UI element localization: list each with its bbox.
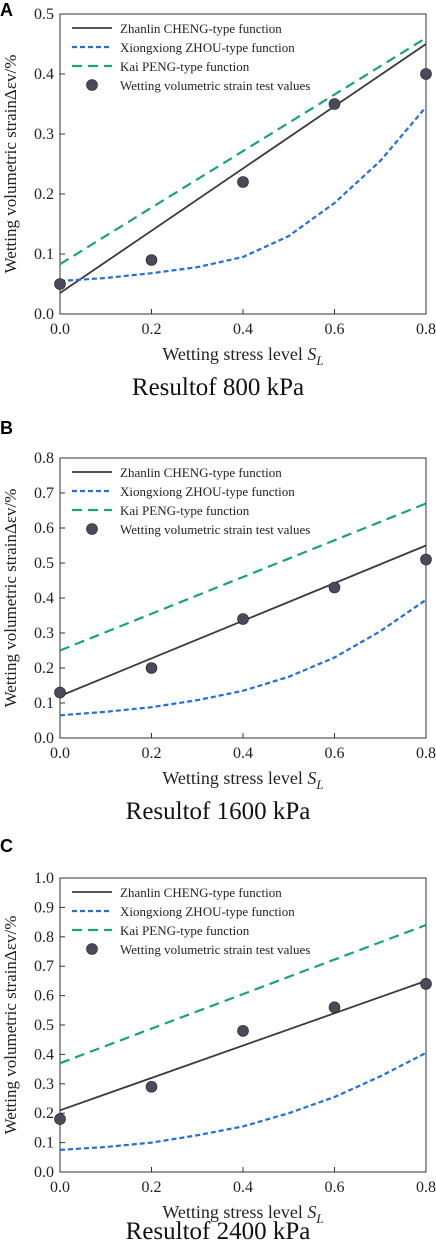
data-point xyxy=(237,1025,249,1037)
series-line xyxy=(59,598,427,717)
legend-marker xyxy=(86,523,98,535)
chart-caption: Resultof 1600 kPa xyxy=(125,798,311,825)
y-tick-label: 0.0 xyxy=(34,730,54,747)
y-tick-label: 0.1 xyxy=(34,1135,54,1152)
y-tick-label: 0.2 xyxy=(34,660,54,677)
x-axis-label: Wetting stress level SL xyxy=(162,1202,323,1226)
y-tick-label: 0.2 xyxy=(34,186,54,203)
x-tick-label: 0.2 xyxy=(142,1179,162,1196)
chart-panel-c: C 0.0 0.2 0.4 0.6 0.8 0.0 0.1 0.2 0.3 0.4 0.5 0.6 0.… xyxy=(0,836,436,1254)
line-chart-a: 0.0 0.2 0.4 0.6 0.8 0.0 0.1 0.2 0.3 0.4 0.5 Wetting… xyxy=(1,6,436,368)
y-tick-label: 0.7 xyxy=(34,485,54,502)
series-line xyxy=(59,1051,427,1151)
chart-caption: Resultof 800 kPa xyxy=(131,374,305,401)
y-tick-label: 0.8 xyxy=(34,929,54,946)
y-axis-label: Wetting volumetric strainΔεv/% xyxy=(1,916,20,1135)
chart-panel-a: A 0.0 0.2 0.4 0.6 0.8 0.0 0.1 0.2 0.3 0.4 0.5 Wetti… xyxy=(0,0,436,418)
y-tick-label: 0.5 xyxy=(34,6,54,23)
y-tick-label: 0.1 xyxy=(34,246,54,263)
legend-marker xyxy=(86,943,98,955)
x-tick-label: 0.6 xyxy=(325,321,345,338)
data-point xyxy=(145,662,158,674)
x-axis-label: Wetting stress level SL xyxy=(162,344,323,368)
data-point xyxy=(420,978,432,990)
panel-letter: B xyxy=(0,418,13,438)
series-line xyxy=(59,37,427,266)
chart-caption: Resultof 2400 kPa xyxy=(125,1218,311,1245)
panel-letter: A xyxy=(0,0,13,20)
x-tick-label: 0.0 xyxy=(50,745,70,762)
y-tick-label: 0.3 xyxy=(34,1076,54,1093)
y-tick-label: 0.4 xyxy=(34,66,54,83)
y-tick-label: 0.4 xyxy=(34,590,54,607)
series-line xyxy=(59,980,427,1112)
chart-panel-b: B 0.0 0.2 0.4 0.6 0.8 0.0 0.1 0.2 0.3 0.4 0.5 0.6 0.… xyxy=(0,418,436,836)
data-point xyxy=(420,553,432,566)
y-tick-label: 0.6 xyxy=(34,988,54,1005)
y-tick-label: 0.8 xyxy=(34,450,54,467)
series-line xyxy=(59,43,427,294)
x-tick-label: 0.0 xyxy=(50,321,70,338)
legend-label: Xiongxiong ZHOU-type function xyxy=(120,484,295,499)
legend-marker xyxy=(86,79,98,91)
y-tick-label: 0.2 xyxy=(34,1105,54,1122)
data-point xyxy=(54,1113,66,1125)
y-tick-label: 0.1 xyxy=(34,695,54,712)
x-tick-label: 0.4 xyxy=(233,321,253,338)
x-axis-label: Wetting stress level SL xyxy=(162,768,323,792)
legend-label: Zhanlin CHENG-type function xyxy=(120,885,282,900)
legend-label: Zhanlin CHENG-type function xyxy=(120,21,282,36)
x-tick-label: 0.8 xyxy=(416,745,436,762)
panel-letter: C xyxy=(0,836,13,856)
series-line xyxy=(59,106,427,283)
x-tick-label: 0.4 xyxy=(233,745,253,762)
y-tick-label: 1.0 xyxy=(34,870,54,887)
data-point xyxy=(145,1080,158,1093)
x-tick-label: 0.8 xyxy=(416,1179,436,1196)
x-tick-label: 0.2 xyxy=(142,745,162,762)
data-point xyxy=(328,98,341,110)
x-tick-label: 0.6 xyxy=(325,745,345,762)
y-tick-label: 0.7 xyxy=(34,958,54,975)
data-point xyxy=(54,686,66,699)
y-tick-label: 0.0 xyxy=(34,1164,54,1181)
legend-label: Xiongxiong ZHOU-type function xyxy=(120,904,295,919)
data-point xyxy=(145,254,158,266)
data-point xyxy=(54,278,66,290)
y-axis-label: Wetting volumetric strainΔεv/% xyxy=(1,55,20,274)
x-tick-label: 0.2 xyxy=(142,321,162,338)
x-tick-label: 0.8 xyxy=(416,321,436,338)
legend-label: Wetting volumetric strain test values xyxy=(120,78,310,93)
y-tick-label: 0.0 xyxy=(34,306,54,323)
y-tick-label: 0.3 xyxy=(34,126,54,143)
y-axis-label: Wetting volumetric strainΔεv/% xyxy=(1,489,20,708)
x-tick-label: 0.6 xyxy=(325,1179,345,1196)
y-tick-label: 0.3 xyxy=(34,625,54,642)
legend-label: Wetting volumetric strain test values xyxy=(120,942,310,957)
y-tick-label: 0.9 xyxy=(34,899,54,916)
y-tick-label: 0.4 xyxy=(34,1046,54,1063)
plot-frame xyxy=(59,457,427,739)
line-chart-c: 0.0 0.2 0.4 0.6 0.8 0.0 0.1 0.2 0.3 0.4 0.5 0.6 0.7 0… xyxy=(1,870,436,1226)
x-tick-label: 0.4 xyxy=(233,1179,253,1196)
data-point xyxy=(328,581,341,594)
y-tick-label: 0.6 xyxy=(34,520,54,537)
legend-label: Zhanlin CHENG-type function xyxy=(120,465,282,480)
data-point xyxy=(420,68,432,80)
data-point xyxy=(328,1001,341,1014)
x-tick-label: 0.0 xyxy=(50,1179,70,1196)
y-tick-label: 0.5 xyxy=(34,555,54,572)
y-tick-label: 0.5 xyxy=(34,1017,54,1034)
data-point xyxy=(237,613,249,625)
line-chart-b: 0.0 0.2 0.4 0.6 0.8 0.0 0.1 0.2 0.3 0.4 0.5 0.6 0.7 0… xyxy=(1,450,436,792)
series-line xyxy=(59,502,427,652)
legend-label: Wetting volumetric strain test values xyxy=(120,522,310,537)
legend-label: Kai PENG-type function xyxy=(120,59,250,74)
legend-label: Kai PENG-type function xyxy=(120,923,250,938)
series-line xyxy=(59,923,427,1065)
data-point xyxy=(237,176,249,188)
legend-label: Xiongxiong ZHOU-type function xyxy=(120,40,295,55)
legend-label: Kai PENG-type function xyxy=(120,503,250,518)
